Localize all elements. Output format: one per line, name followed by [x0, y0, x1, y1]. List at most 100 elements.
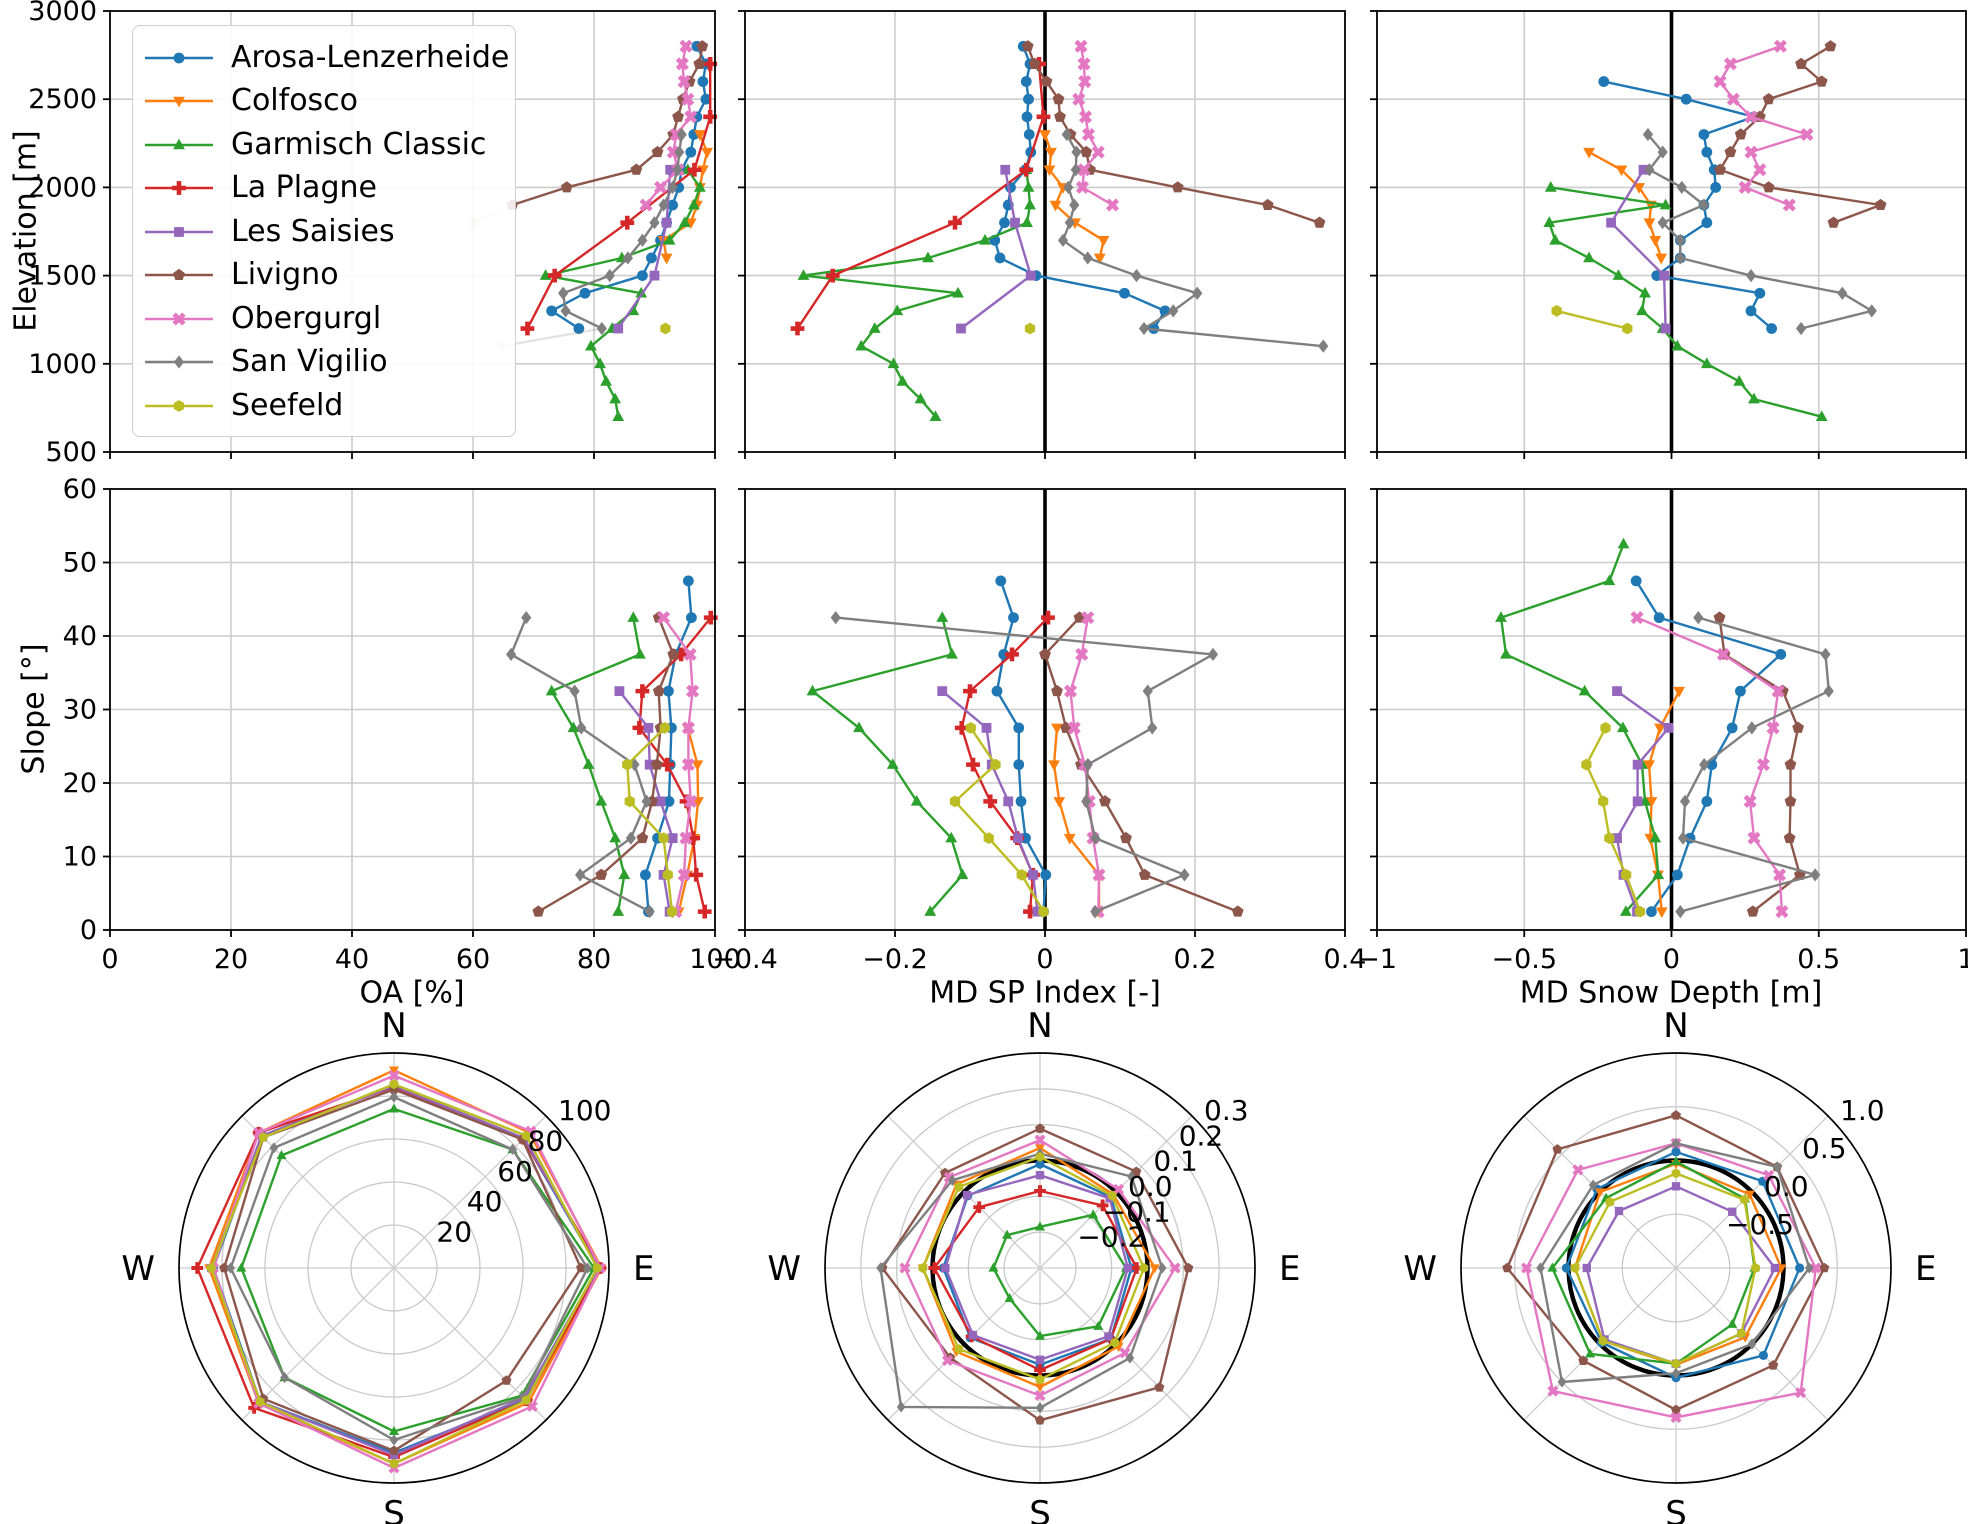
marker-pentagon: [1713, 611, 1726, 623]
marker-circle: [994, 252, 1006, 264]
marker-triangle-down: [388, 1066, 400, 1076]
marker-hexagon: [1600, 721, 1611, 734]
marker-triangle-up: [1639, 286, 1651, 298]
series-arosa-lenzerheide: [991, 575, 1052, 918]
marker-diamond: [1671, 1137, 1681, 1149]
marker-triangle-up: [388, 1425, 400, 1436]
marker-diamond: [674, 145, 685, 159]
x-tick-label: 0: [1036, 944, 1053, 975]
marker-triangle-up: [896, 375, 909, 386]
marker-circle: [1020, 76, 1032, 87]
marker-x: [388, 1070, 400, 1082]
series-garmisch-classic: [1495, 537, 1665, 916]
marker-square: [1638, 164, 1649, 175]
marker-triangle-up: [687, 198, 700, 210]
marker-diamond: [1679, 794, 1691, 808]
marker-hexagon: [954, 1181, 964, 1192]
marker-diamond: [625, 831, 637, 845]
polar-outline: [1460, 1052, 1892, 1484]
marker-plus: [547, 268, 562, 283]
marker-circle: [991, 685, 1003, 697]
marker-hexagon: [624, 795, 635, 808]
diamond-legend-marker-icon: [145, 355, 213, 369]
marker-hexagon: [1740, 1194, 1749, 1205]
series-obergurgl: [1713, 39, 1814, 212]
marker-triangle-down: [173, 96, 185, 108]
marker-triangle-down: [1583, 147, 1595, 159]
x-tick-label: 80: [577, 944, 611, 975]
x-tick-label: −0.4: [712, 944, 778, 975]
marker-diamond: [1837, 286, 1848, 300]
marker-diamond: [1677, 831, 1689, 845]
marker-circle: [1735, 685, 1746, 697]
marker-triangle-down: [1097, 236, 1110, 247]
marker-plus: [689, 867, 704, 882]
radial-tick-label: 100: [558, 1094, 611, 1127]
marker-x: [681, 92, 695, 106]
marker-circle: [1758, 1350, 1769, 1361]
marker-triangle-up: [545, 684, 558, 696]
marker-diamond: [637, 233, 648, 247]
marker-plus: [635, 684, 650, 699]
marker-x: [684, 794, 698, 808]
marker-pentagon: [1762, 181, 1775, 193]
radar-series-livigno: [1502, 1110, 1830, 1415]
marker-triangle-down: [684, 218, 697, 230]
marker-square: [1632, 759, 1643, 770]
legend-label: Garmisch Classic: [231, 126, 487, 162]
marker-triangle-down: [1655, 253, 1668, 265]
marker-triangle-up: [1034, 1330, 1046, 1340]
marker-circle: [999, 217, 1010, 229]
marker-pentagon: [1792, 721, 1805, 733]
x-legend-marker-icon: [145, 312, 213, 326]
marker-x: [679, 831, 693, 845]
marker-square: [1000, 164, 1011, 175]
marker-x: [657, 611, 671, 625]
x-tick-label: 0: [101, 944, 118, 975]
marker-plus: [1019, 162, 1034, 177]
marker-hexagon: [1605, 1196, 1615, 1207]
marker-diamond: [1557, 1376, 1567, 1388]
marker-diamond: [644, 905, 655, 919]
marker-hexagon: [1570, 1262, 1580, 1274]
legend-item-seefeld: Seefeld: [143, 384, 515, 428]
y-tick-label: 30: [63, 695, 97, 726]
marker-triangle-up: [595, 794, 608, 806]
radial-tick-label: −0.1: [1103, 1195, 1171, 1228]
marker-x: [1738, 180, 1752, 194]
marker-pentagon: [1815, 75, 1828, 87]
marker-square: [937, 686, 948, 697]
marker-triangle-down: [1051, 723, 1063, 735]
marker-diamond: [830, 611, 841, 625]
marker-x: [1795, 1387, 1807, 1399]
marker-triangle-up: [1617, 537, 1630, 549]
marker-triangle-up: [609, 831, 622, 843]
marker-square: [1663, 722, 1674, 733]
marker-x: [1782, 198, 1796, 212]
panel-aspect-depth: 1.0 0.5 0.0 −0.5 N E S W: [1403, 1006, 1936, 1524]
marker-triangle-up: [1547, 1262, 1558, 1272]
marker-plus: [966, 757, 980, 772]
marker-triangle-up: [693, 181, 706, 192]
marker-circle: [1680, 93, 1692, 105]
marker-diamond: [1142, 684, 1153, 698]
marker-hexagon: [521, 1130, 531, 1141]
marker-plus: [697, 904, 712, 919]
marker-diamond: [1157, 1262, 1167, 1274]
series-obergurgl: [1072, 39, 1120, 212]
marker-triangle-up: [924, 905, 937, 916]
marker-square: [981, 722, 992, 733]
marker-pentagon: [1795, 57, 1807, 69]
marker-triangle-up: [585, 339, 597, 351]
marker-circle: [637, 270, 648, 281]
marker-square: [1660, 323, 1671, 334]
marker-hexagon: [1622, 322, 1633, 335]
marker-plus: [248, 1402, 260, 1414]
marker-pentagon: [1768, 1360, 1779, 1370]
marker-x: [1716, 647, 1730, 661]
marker-diamond: [1147, 721, 1158, 735]
marker-diamond: [1820, 647, 1831, 661]
marker-pentagon: [1052, 93, 1065, 105]
marker-triangle-down: [1048, 760, 1060, 772]
marker-diamond: [672, 163, 683, 177]
